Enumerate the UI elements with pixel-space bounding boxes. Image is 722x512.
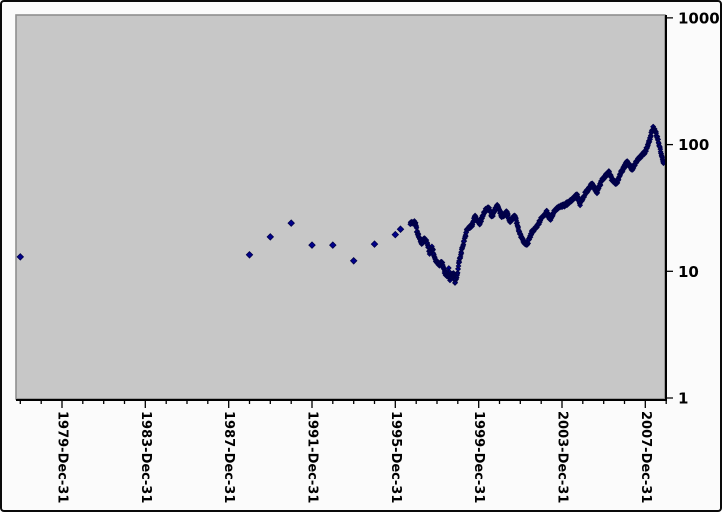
annual-price-point (329, 241, 337, 249)
y-tick-label: 1 (678, 390, 688, 408)
annual-price-point (266, 233, 275, 241)
x-tick-label: 1983-Dec-31 (138, 411, 153, 503)
annual-price-point (287, 219, 295, 227)
y-tick-label: 10 (678, 263, 699, 281)
dense-price-series (407, 123, 667, 286)
x-tick-label: 2003-Dec-31 (555, 411, 570, 503)
annual-price-point (308, 241, 316, 249)
annual-price-point (396, 225, 405, 233)
annual-price-point (245, 251, 254, 259)
annual-price-point (16, 253, 25, 261)
x-tick-label: 1987-Dec-31 (221, 411, 236, 503)
y-tick-label: 1000 (678, 9, 720, 27)
x-tick-label: 1995-Dec-31 (388, 411, 403, 503)
annual-price-point (370, 240, 379, 248)
x-tick-label: 1999-Dec-31 (471, 411, 486, 503)
annual-price-point (349, 257, 358, 265)
x-tick-label: 1991-Dec-31 (305, 411, 320, 503)
x-tick-label: 1979-Dec-31 (55, 411, 70, 503)
x-tick-label: 2007-Dec-31 (638, 411, 653, 503)
y-tick-label: 100 (678, 136, 709, 154)
annual-price-point (391, 230, 400, 239)
